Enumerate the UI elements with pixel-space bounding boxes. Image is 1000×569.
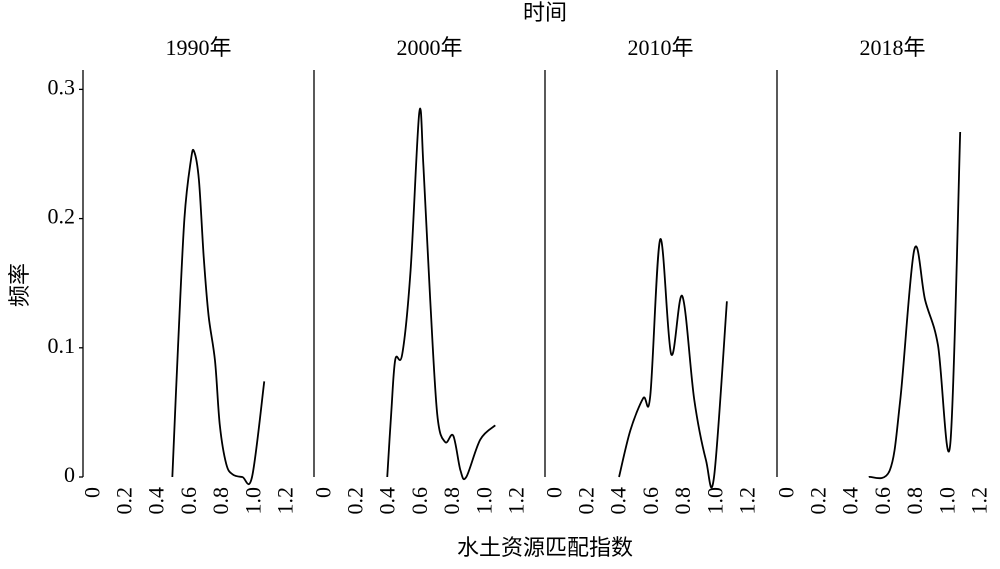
density-line <box>868 131 962 480</box>
y-axis-label: 频率 <box>7 263 32 307</box>
density-line <box>618 238 728 489</box>
x-tick-label: 0.2 <box>574 487 599 515</box>
x-tick-label: 0 <box>79 487 104 498</box>
y-tick-label: 0.2 <box>48 204 76 229</box>
x-tick-label: 0.8 <box>439 487 464 515</box>
x-tick-label: 1.2 <box>734 487 759 515</box>
x-tick-label: 1.2 <box>966 487 991 515</box>
x-tick-label: 1.2 <box>503 487 528 515</box>
x-tick-label: 1.0 <box>240 487 265 515</box>
panel-title: 2018年 <box>859 35 925 60</box>
x-tick-label: 0.2 <box>112 487 137 515</box>
x-tick-label: 1.0 <box>471 487 496 515</box>
y-tick-label: 0.1 <box>48 333 76 358</box>
x-tick-label: 0 <box>310 487 335 498</box>
panel-title: 2010年 <box>627 35 693 60</box>
x-tick-label: 0.4 <box>606 487 631 515</box>
density-line <box>386 107 496 481</box>
density-line <box>171 148 266 486</box>
x-tick-label: 1.0 <box>702 487 727 515</box>
x-tick-label: 0.8 <box>670 487 695 515</box>
x-tick-label: 1.0 <box>934 487 959 515</box>
x-tick-label: 0.4 <box>838 487 863 515</box>
x-tick-label: 0.4 <box>375 487 400 515</box>
y-tick-label: 0.3 <box>48 74 76 99</box>
x-tick-label: 0.2 <box>343 487 368 515</box>
x-tick-label: 0.6 <box>638 487 663 515</box>
panel-title: 2000年 <box>396 35 462 60</box>
x-tick-label: 0 <box>541 487 566 498</box>
facet-title: 时间 <box>523 0 567 25</box>
x-tick-label: 0.6 <box>407 487 432 515</box>
x-tick-label: 0.6 <box>870 487 895 515</box>
x-tick-label: 0.6 <box>176 487 201 515</box>
x-tick-label: 0.4 <box>144 487 169 515</box>
x-tick-label: 0 <box>773 487 798 498</box>
panel-title: 1990年 <box>165 35 231 60</box>
x-tick-label: 0.8 <box>902 487 927 515</box>
x-axis-label: 水土资源匹配指数 <box>457 535 633 560</box>
x-tick-label: 0.8 <box>208 487 233 515</box>
x-tick-label: 1.2 <box>272 487 297 515</box>
y-tick-label: 0 <box>64 462 75 487</box>
x-tick-label: 0.2 <box>806 487 831 515</box>
